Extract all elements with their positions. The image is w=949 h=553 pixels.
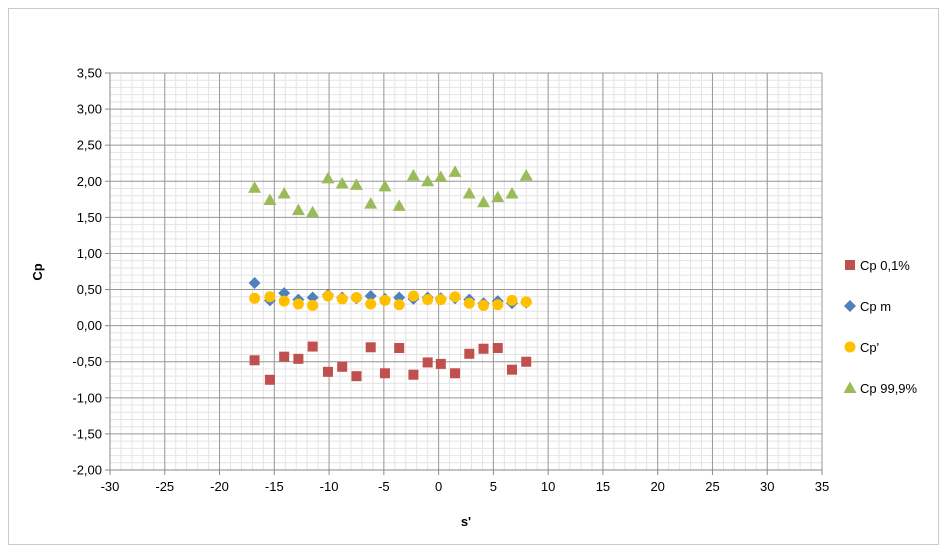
circle-point [293, 298, 304, 309]
square-point [250, 355, 260, 365]
circle-point [435, 294, 446, 305]
y-tick-label: 2,00 [77, 174, 102, 189]
square-point [436, 359, 446, 369]
y-tick-label: -1,50 [72, 426, 102, 441]
circle-point [337, 293, 348, 304]
legend-triangle-marker [844, 382, 857, 394]
square-point [394, 343, 404, 353]
circle-point [264, 291, 275, 302]
circle-point [307, 300, 318, 311]
grid [110, 73, 822, 470]
axes [105, 73, 822, 475]
circle-point [450, 291, 461, 302]
circle-point [478, 300, 489, 311]
circle-point [492, 299, 503, 310]
legend-label: Cp 0,1% [860, 258, 910, 273]
legend-label: Cp m [860, 299, 891, 314]
square-point [337, 362, 347, 372]
triangle-point [407, 169, 420, 181]
triangle-point [306, 206, 319, 218]
circle-point [408, 291, 419, 302]
y-tick-label: 1,50 [77, 210, 102, 225]
legend-square-marker [845, 260, 855, 270]
x-tick-label: 0 [435, 479, 442, 494]
y-tick-label: 3,50 [77, 66, 102, 81]
circle-point [464, 298, 475, 309]
y-tick-label: 0,00 [77, 318, 102, 333]
square-point [265, 375, 275, 385]
x-axis-title: s' [461, 514, 471, 529]
triangle-point [520, 169, 533, 181]
legend-circle-marker [845, 342, 856, 353]
tick-labels: -30 -25 -20 -15 -10 -5 0 5 10 15 20 25 30 35 -2,00 -1,5… [72, 66, 829, 495]
y-tick-label: -2,00 [72, 463, 102, 478]
y-tick-label: -1,00 [72, 390, 102, 405]
legend-label: Cp' [860, 340, 879, 355]
triangle-point [292, 204, 305, 216]
square-point [450, 368, 460, 378]
square-point [351, 371, 361, 381]
triangle-point [336, 177, 349, 189]
square-point [493, 343, 503, 353]
y-axis-title: Cp [30, 263, 45, 280]
x-tick-label: -10 [320, 479, 339, 494]
circle-point [279, 296, 290, 307]
circle-point [379, 295, 390, 306]
square-point [293, 354, 303, 364]
circle-point [322, 291, 333, 302]
legend: Cp 0,1% Cp m Cp' Cp 99,9% [844, 258, 918, 396]
y-tick-label: -0,50 [72, 354, 102, 369]
square-point [380, 368, 390, 378]
triangle-point [434, 170, 447, 182]
triangle-point [248, 181, 261, 193]
x-tick-label: -5 [378, 479, 390, 494]
x-tick-label: 25 [705, 479, 719, 494]
circle-point [249, 293, 260, 304]
square-point [408, 370, 418, 380]
x-tick-label: 10 [541, 479, 555, 494]
x-tick-label: -25 [155, 479, 174, 494]
square-point [423, 357, 433, 367]
x-tick-label: -15 [265, 479, 284, 494]
circle-point [507, 295, 518, 306]
x-tick-label: 15 [596, 479, 610, 494]
square-point [366, 342, 376, 352]
square-point [479, 344, 489, 354]
square-point [323, 367, 333, 377]
x-tick-label: -20 [210, 479, 229, 494]
square-point [464, 349, 474, 359]
x-tick-label: 20 [650, 479, 664, 494]
square-point [521, 357, 531, 367]
triangle-point [477, 196, 490, 208]
x-tick-label: 35 [815, 479, 829, 494]
y-tick-label: 2,50 [77, 138, 102, 153]
legend-diamond-marker [844, 300, 856, 312]
y-tick-label: 1,00 [77, 246, 102, 261]
circle-point [422, 294, 433, 305]
y-tick-label: 3,00 [77, 102, 102, 117]
square-point [308, 342, 318, 352]
square-point [279, 352, 289, 362]
circle-point [365, 298, 376, 309]
x-tick-label: 5 [490, 479, 497, 494]
circle-point [521, 296, 532, 307]
circle-point [351, 292, 362, 303]
triangle-point [350, 178, 363, 190]
y-tick-label: 0,50 [77, 282, 102, 297]
circle-point [394, 299, 405, 310]
x-tick-label: 30 [760, 479, 774, 494]
square-point [507, 365, 517, 375]
legend-label: Cp 99,9% [860, 381, 918, 396]
diamond-point [249, 277, 261, 289]
triangle-point [421, 175, 434, 187]
x-tick-label: -30 [101, 479, 120, 494]
